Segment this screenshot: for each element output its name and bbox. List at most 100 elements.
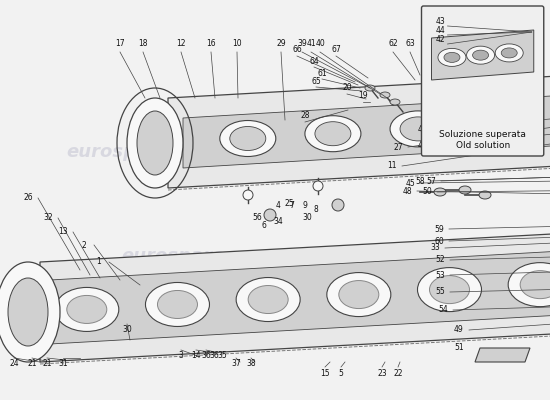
Ellipse shape bbox=[230, 126, 266, 150]
Ellipse shape bbox=[444, 52, 460, 62]
Text: 63: 63 bbox=[405, 40, 415, 48]
Text: 39: 39 bbox=[297, 40, 307, 48]
Ellipse shape bbox=[390, 111, 446, 147]
Text: 8: 8 bbox=[314, 204, 318, 214]
Text: 33: 33 bbox=[430, 244, 440, 252]
Text: 19: 19 bbox=[358, 92, 368, 100]
Text: 49: 49 bbox=[454, 326, 464, 334]
Text: 1: 1 bbox=[97, 258, 101, 266]
Text: 38: 38 bbox=[246, 360, 256, 368]
Text: 21: 21 bbox=[42, 360, 52, 368]
Ellipse shape bbox=[466, 46, 494, 64]
Text: 7: 7 bbox=[289, 202, 294, 210]
Text: 26: 26 bbox=[23, 194, 33, 202]
Ellipse shape bbox=[475, 106, 531, 142]
Text: 21: 21 bbox=[28, 360, 37, 368]
Ellipse shape bbox=[243, 190, 253, 200]
Ellipse shape bbox=[313, 181, 323, 191]
Text: 11: 11 bbox=[387, 162, 397, 170]
Text: 56: 56 bbox=[252, 214, 262, 222]
Text: 62: 62 bbox=[388, 40, 398, 48]
Text: 42: 42 bbox=[456, 108, 466, 118]
Text: 44: 44 bbox=[436, 26, 446, 35]
Text: 20: 20 bbox=[342, 84, 352, 92]
Ellipse shape bbox=[236, 278, 300, 322]
Text: 31: 31 bbox=[58, 360, 68, 368]
Polygon shape bbox=[183, 88, 550, 168]
Ellipse shape bbox=[315, 122, 351, 146]
Text: 47: 47 bbox=[417, 142, 427, 150]
Ellipse shape bbox=[264, 209, 276, 221]
Text: 53: 53 bbox=[435, 270, 445, 280]
Ellipse shape bbox=[137, 111, 173, 175]
Text: 58: 58 bbox=[415, 176, 425, 186]
Ellipse shape bbox=[501, 48, 517, 58]
Ellipse shape bbox=[434, 188, 446, 196]
Text: 36: 36 bbox=[209, 352, 219, 360]
Ellipse shape bbox=[55, 288, 119, 332]
FancyBboxPatch shape bbox=[421, 6, 544, 156]
Text: 25: 25 bbox=[284, 198, 294, 208]
Text: 18: 18 bbox=[138, 40, 148, 48]
Text: 48: 48 bbox=[402, 186, 412, 196]
Text: 10: 10 bbox=[232, 40, 242, 48]
Text: 14: 14 bbox=[191, 352, 201, 360]
Text: 52: 52 bbox=[435, 256, 445, 264]
Text: 40: 40 bbox=[315, 40, 325, 48]
Ellipse shape bbox=[479, 191, 491, 199]
Text: 60: 60 bbox=[434, 236, 444, 246]
Ellipse shape bbox=[365, 85, 375, 91]
Ellipse shape bbox=[495, 44, 523, 62]
Text: Soluzione superata
Old solution: Soluzione superata Old solution bbox=[439, 130, 526, 150]
Ellipse shape bbox=[248, 286, 288, 314]
Ellipse shape bbox=[157, 290, 197, 318]
Text: eurospares: eurospares bbox=[66, 143, 180, 161]
Text: 17: 17 bbox=[115, 40, 125, 48]
Polygon shape bbox=[475, 348, 530, 362]
Ellipse shape bbox=[430, 276, 470, 304]
Text: 35: 35 bbox=[217, 352, 227, 360]
Text: 43: 43 bbox=[456, 64, 466, 72]
Ellipse shape bbox=[0, 262, 60, 362]
Polygon shape bbox=[168, 68, 550, 188]
Ellipse shape bbox=[390, 99, 400, 105]
Text: 66: 66 bbox=[292, 46, 302, 54]
Text: 34: 34 bbox=[273, 218, 283, 226]
Text: 12: 12 bbox=[176, 40, 186, 48]
Text: 46: 46 bbox=[417, 126, 427, 134]
Text: 5: 5 bbox=[339, 368, 343, 378]
Text: 28: 28 bbox=[300, 112, 310, 120]
Text: 32: 32 bbox=[43, 214, 53, 222]
Text: 57: 57 bbox=[426, 176, 436, 186]
Text: 27: 27 bbox=[393, 142, 403, 152]
Ellipse shape bbox=[417, 268, 481, 312]
Ellipse shape bbox=[327, 272, 391, 316]
Text: 61: 61 bbox=[317, 68, 327, 78]
Text: 65: 65 bbox=[311, 76, 321, 86]
Text: 54: 54 bbox=[438, 306, 448, 314]
Ellipse shape bbox=[438, 48, 466, 66]
Text: 51: 51 bbox=[454, 344, 464, 352]
Text: 15: 15 bbox=[320, 368, 330, 378]
Text: 4: 4 bbox=[276, 200, 280, 210]
Text: 67: 67 bbox=[331, 46, 341, 54]
Ellipse shape bbox=[472, 50, 488, 60]
Ellipse shape bbox=[127, 98, 183, 188]
Ellipse shape bbox=[485, 112, 521, 136]
Ellipse shape bbox=[520, 271, 550, 299]
Text: 6: 6 bbox=[262, 222, 266, 230]
Text: 36: 36 bbox=[201, 352, 211, 360]
Ellipse shape bbox=[508, 263, 550, 307]
Text: 44: 44 bbox=[456, 84, 466, 92]
Text: 3: 3 bbox=[179, 352, 184, 360]
Text: 16: 16 bbox=[206, 40, 216, 48]
Text: 45: 45 bbox=[405, 178, 415, 188]
Ellipse shape bbox=[67, 296, 107, 324]
Text: 41: 41 bbox=[306, 40, 316, 48]
Text: 59: 59 bbox=[434, 224, 444, 234]
Ellipse shape bbox=[220, 120, 276, 156]
Text: 9: 9 bbox=[302, 200, 307, 210]
Text: 30: 30 bbox=[302, 212, 312, 222]
Text: 55: 55 bbox=[435, 288, 445, 296]
Text: 2: 2 bbox=[81, 240, 86, 250]
